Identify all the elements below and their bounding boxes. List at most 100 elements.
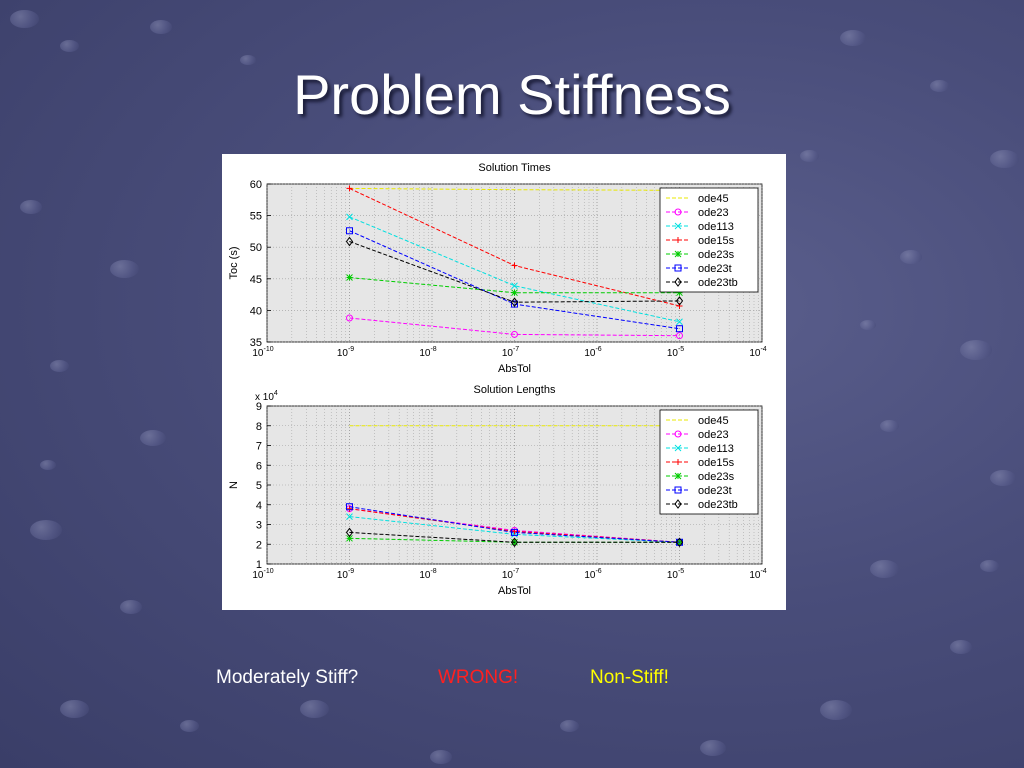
legend: ode45 ode23 ode113 ode15s ode23s ode23t ode23t…	[659, 409, 759, 515]
data-point	[674, 264, 682, 272]
series-line	[349, 230, 680, 330]
series-ode113	[346, 213, 683, 326]
x-tick-label: 10-9	[337, 568, 354, 581]
series-line	[349, 531, 680, 543]
background-dot	[50, 360, 70, 372]
legend-label: ode15s	[698, 235, 735, 247]
background-dot	[840, 30, 866, 46]
data-point	[675, 237, 681, 243]
chart-2: 10-10 10-9 10-8 10-7 10-6 10-5 10-4 1 2 3 4 5 6 7 8 9 So…	[228, 384, 767, 597]
y-tick-label: 50	[250, 242, 262, 254]
data-point	[511, 528, 518, 536]
x-tick-label: 10-8	[419, 346, 436, 359]
legend-label: ode113	[698, 221, 734, 233]
data-point	[674, 499, 682, 509]
data-point	[674, 222, 682, 230]
legend-label: ode23tb	[698, 277, 738, 289]
data-point	[674, 444, 682, 452]
series-ode23tb	[345, 236, 684, 308]
y-exponent-label: x 104	[255, 390, 278, 403]
chart-title: Solution Times	[478, 162, 551, 174]
x-tick-label: 10-9	[337, 346, 354, 359]
background-dot	[40, 460, 56, 470]
data-point	[676, 332, 683, 340]
data-point	[676, 325, 683, 333]
background-dot	[430, 750, 453, 764]
series-line	[349, 317, 680, 337]
data-point	[510, 537, 519, 548]
data-point	[674, 486, 682, 494]
data-point	[511, 289, 518, 297]
data-point	[674, 208, 682, 216]
data-point	[676, 302, 683, 309]
data-point	[346, 274, 353, 281]
y-tick-label: 1	[256, 559, 262, 571]
data-point	[346, 534, 353, 542]
data-point	[511, 330, 518, 338]
legend-label: ode23	[698, 429, 729, 441]
background-dot	[110, 260, 139, 278]
data-point	[345, 236, 354, 247]
background-dot	[180, 720, 200, 732]
y-tick-label: 40	[250, 305, 262, 317]
background-dot	[60, 40, 80, 52]
caption-wrong: WRONG!	[438, 667, 519, 688]
y-tick-label: 5	[256, 480, 262, 492]
background-dot	[960, 340, 992, 360]
x-axis-label: AbsTol	[498, 363, 531, 375]
background-dot	[980, 560, 1000, 572]
data-point	[675, 296, 684, 306]
x-axis-label: AbsTol	[498, 585, 531, 597]
x-tick-label: 10-6	[584, 568, 601, 581]
background-dot	[950, 640, 973, 654]
legend-label: ode23t	[698, 263, 732, 275]
background-dot	[860, 320, 876, 330]
x-tick-label: 10-4	[749, 568, 766, 581]
legend-label: ode23tb	[698, 499, 738, 511]
chart-title: Solution Lengths	[474, 384, 556, 396]
background-dot	[990, 470, 1016, 486]
background-dot	[820, 700, 852, 720]
y-tick-label: 55	[250, 211, 262, 223]
y-axis-label: N	[228, 481, 240, 489]
data-point	[675, 537, 684, 548]
data-point	[346, 227, 353, 235]
data-point	[676, 318, 683, 326]
data-point	[511, 300, 518, 308]
y-tick-label: 7	[256, 441, 262, 453]
caption-answer: Non-Stiff!	[590, 667, 669, 688]
series-ode23s	[346, 274, 683, 297]
data-point	[346, 503, 353, 511]
legend-label: ode23s	[698, 471, 735, 483]
series-ode23tb	[345, 527, 684, 548]
background-dot	[700, 740, 726, 756]
charts-svg: 10-10 10-9 10-8 10-7 10-6 10-5 10-435404550556…	[228, 162, 767, 597]
y-tick-label: 8	[256, 421, 262, 433]
legend-label: ode45	[698, 415, 729, 427]
background-dot	[30, 520, 62, 540]
series-ode15s	[346, 185, 683, 309]
legend-label: ode113	[698, 443, 734, 455]
legend-label: ode23t	[698, 485, 732, 497]
background-dot	[560, 720, 580, 732]
data-point	[511, 262, 518, 269]
series-line	[349, 216, 680, 323]
caption-question: Moderately Stiff?	[216, 667, 359, 688]
data-point	[346, 314, 353, 322]
background-dot	[990, 150, 1019, 168]
background-dot	[930, 80, 950, 92]
y-tick-label: 4	[256, 500, 262, 512]
background-dot	[10, 10, 39, 28]
y-axis-label: Toc (s)	[228, 247, 240, 280]
data-point	[346, 513, 353, 520]
data-point	[345, 527, 354, 538]
background-dot	[120, 600, 143, 614]
y-tick-label: 60	[250, 179, 262, 191]
legend-label: ode23	[698, 207, 729, 219]
series-line	[349, 506, 680, 543]
data-point	[675, 459, 681, 465]
data-point	[674, 277, 682, 287]
data-point	[346, 213, 353, 221]
y-tick-label: 45	[250, 274, 262, 286]
background-dot	[800, 150, 820, 162]
